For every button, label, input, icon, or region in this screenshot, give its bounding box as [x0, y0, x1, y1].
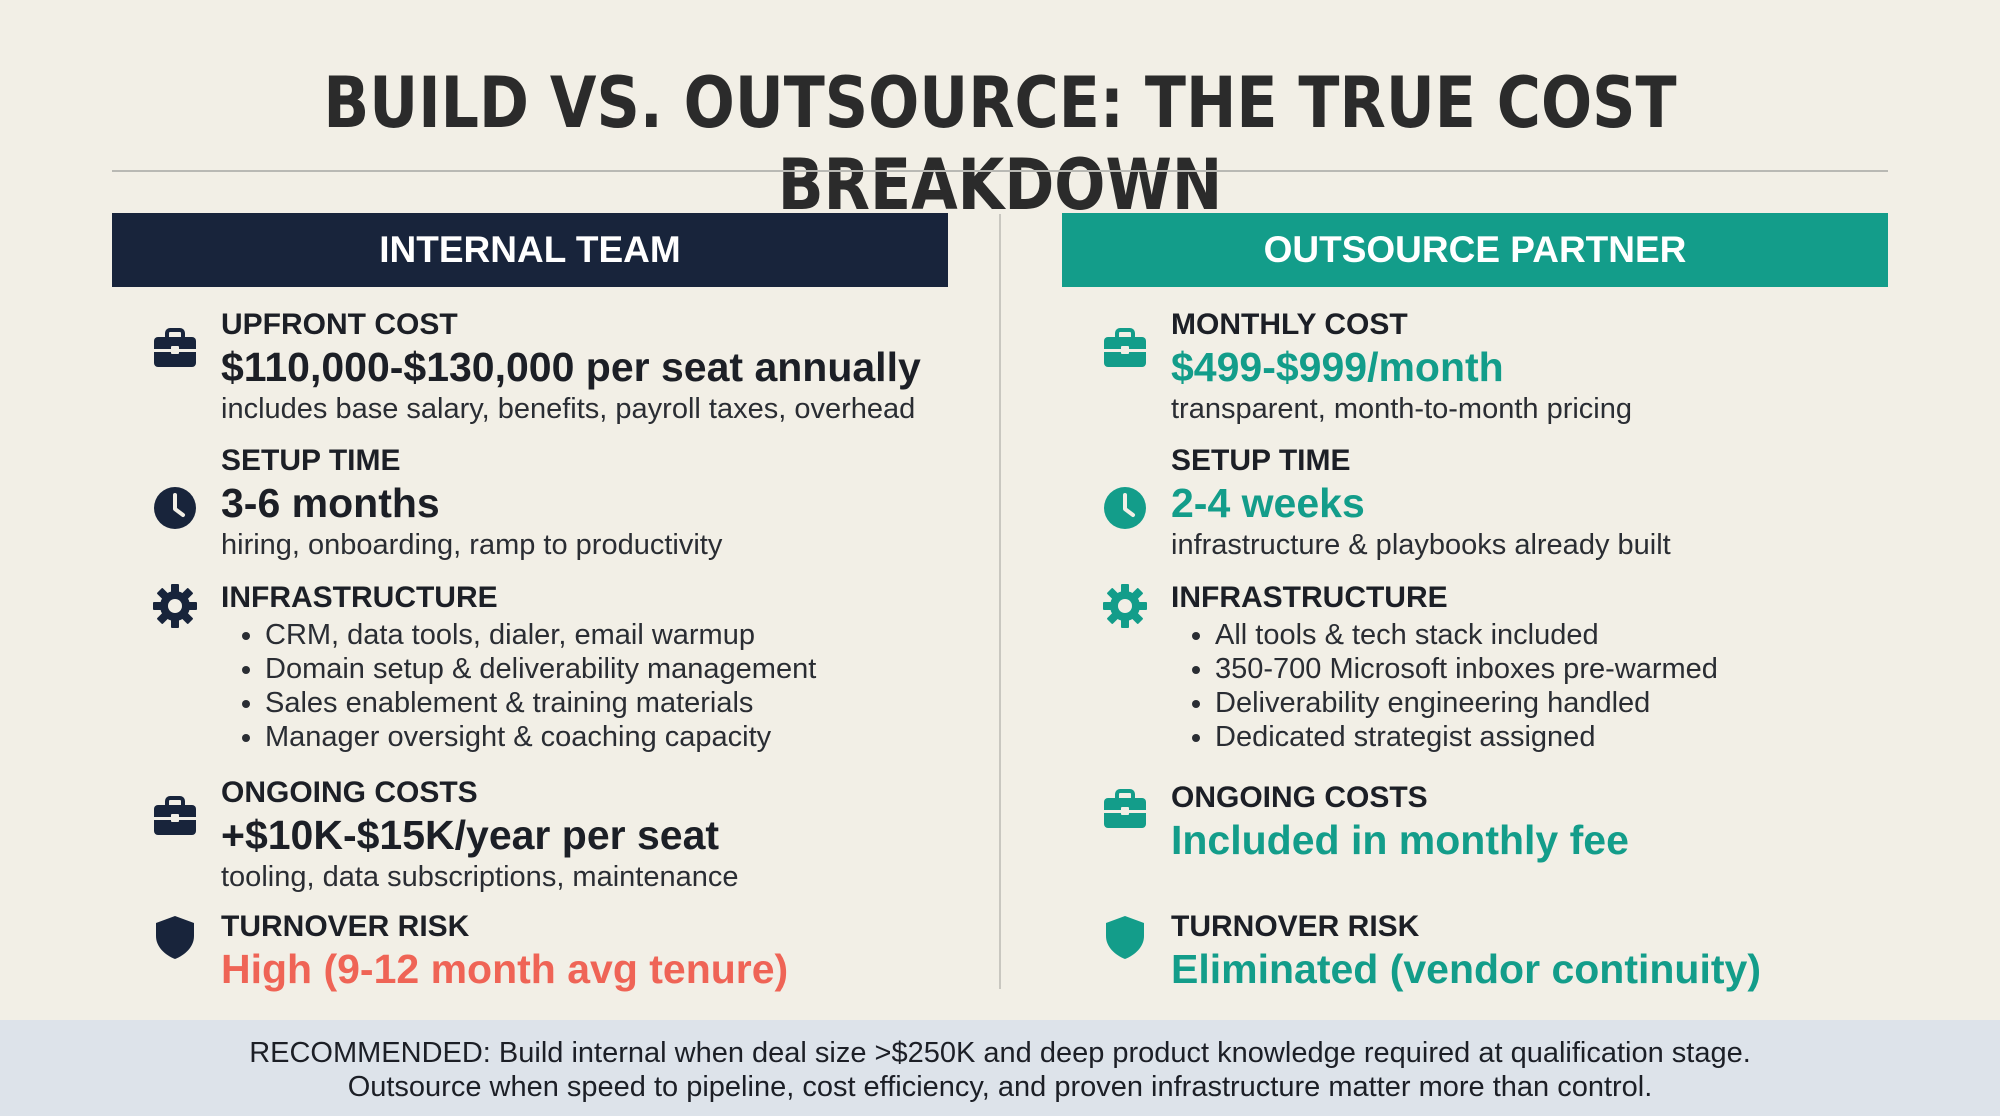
infrastructure-list: All tools & tech stack included 350-700 … — [1171, 618, 1888, 754]
column-divider — [999, 214, 1001, 989]
setup-time-value: 2-4 weeks — [1171, 480, 1365, 526]
list-item: All tools & tech stack included — [1215, 618, 1888, 652]
clock-icon — [152, 485, 198, 531]
outsource-partner-column: OUTSOURCE PARTNER MONTHLY COST $499-$999… — [1062, 213, 1888, 992]
list-item: Sales enablement & training materials — [265, 686, 948, 720]
list-item: Deliverability engineering handled — [1215, 686, 1888, 720]
monthly-cost-label: MONTHLY COST — [1171, 308, 1408, 341]
infrastructure-label: INFRASTRUCTURE — [1171, 581, 1448, 614]
briefcase-icon — [152, 793, 198, 839]
turnover-risk-label: TURNOVER RISK — [221, 910, 470, 943]
setup-time-value: 3-6 months — [221, 480, 440, 526]
title-divider — [112, 170, 1888, 172]
shield-icon — [152, 914, 198, 960]
briefcase-icon — [152, 325, 198, 371]
turnover-risk-value: High (9-12 month avg tenure) — [221, 946, 789, 992]
ongoing-costs-label: ONGOING COSTS — [221, 776, 478, 809]
internal-team-header: INTERNAL TEAM — [112, 213, 948, 287]
upfront-cost-label: UPFRONT COST — [221, 308, 458, 341]
recommendation-line-2: Outsource when speed to pipeline, cost e… — [347, 1071, 1653, 1103]
clock-icon — [1102, 485, 1148, 531]
list-item: CRM, data tools, dialer, email warmup — [265, 618, 948, 652]
setup-time-label: SETUP TIME — [1171, 444, 1351, 477]
briefcase-icon — [1102, 786, 1148, 832]
turnover-risk-label: TURNOVER RISK — [1171, 910, 1420, 943]
upfront-cost-value: $110,000-$130,000 per seat annually — [221, 344, 921, 390]
list-item: Manager oversight & coaching capacity — [265, 720, 948, 754]
ongoing-costs-value: Included in monthly fee — [1171, 817, 1629, 863]
list-item: 350-700 Microsoft inboxes pre-warmed — [1215, 652, 1888, 686]
infrastructure-label: INFRASTRUCTURE — [221, 581, 498, 614]
ongoing-costs-value: +$10K-$15K/year per seat — [221, 812, 720, 858]
monthly-cost-note: transparent, month-to-month pricing — [1171, 393, 1632, 425]
list-item: Domain setup & deliverability management — [265, 652, 948, 686]
recommendation-line-1: RECOMMENDED: Build internal when deal si… — [249, 1037, 1751, 1069]
turnover-risk-value: Eliminated (vendor continuity) — [1171, 946, 1761, 992]
briefcase-icon — [1102, 325, 1148, 371]
monthly-cost-value: $499-$999/month — [1171, 344, 1504, 390]
setup-time-note: hiring, onboarding, ramp to productivity — [221, 529, 723, 561]
setup-time-note: infrastructure & playbooks already built — [1171, 529, 1671, 561]
gear-icon — [1102, 583, 1148, 629]
page-title: BUILD VS. OUTSOURCE: THE TRUE COST BREAK… — [323, 62, 1677, 226]
upfront-cost-note: includes base salary, benefits, payroll … — [221, 393, 916, 425]
internal-team-column: INTERNAL TEAM UPFRONT COST $110,000-$130… — [112, 213, 948, 992]
setup-time-label: SETUP TIME — [221, 444, 401, 477]
recommendation-footer: RECOMMENDED: Build internal when deal si… — [0, 1020, 2000, 1116]
gear-icon — [152, 583, 198, 629]
ongoing-costs-label: ONGOING COSTS — [1171, 781, 1428, 814]
ongoing-costs-note: tooling, data subscriptions, maintenance — [221, 861, 739, 893]
list-item: Dedicated strategist assigned — [1215, 720, 1888, 754]
shield-icon — [1102, 914, 1148, 960]
outsource-partner-header: OUTSOURCE PARTNER — [1062, 213, 1888, 287]
infrastructure-list: CRM, data tools, dialer, email warmup Do… — [221, 618, 948, 754]
